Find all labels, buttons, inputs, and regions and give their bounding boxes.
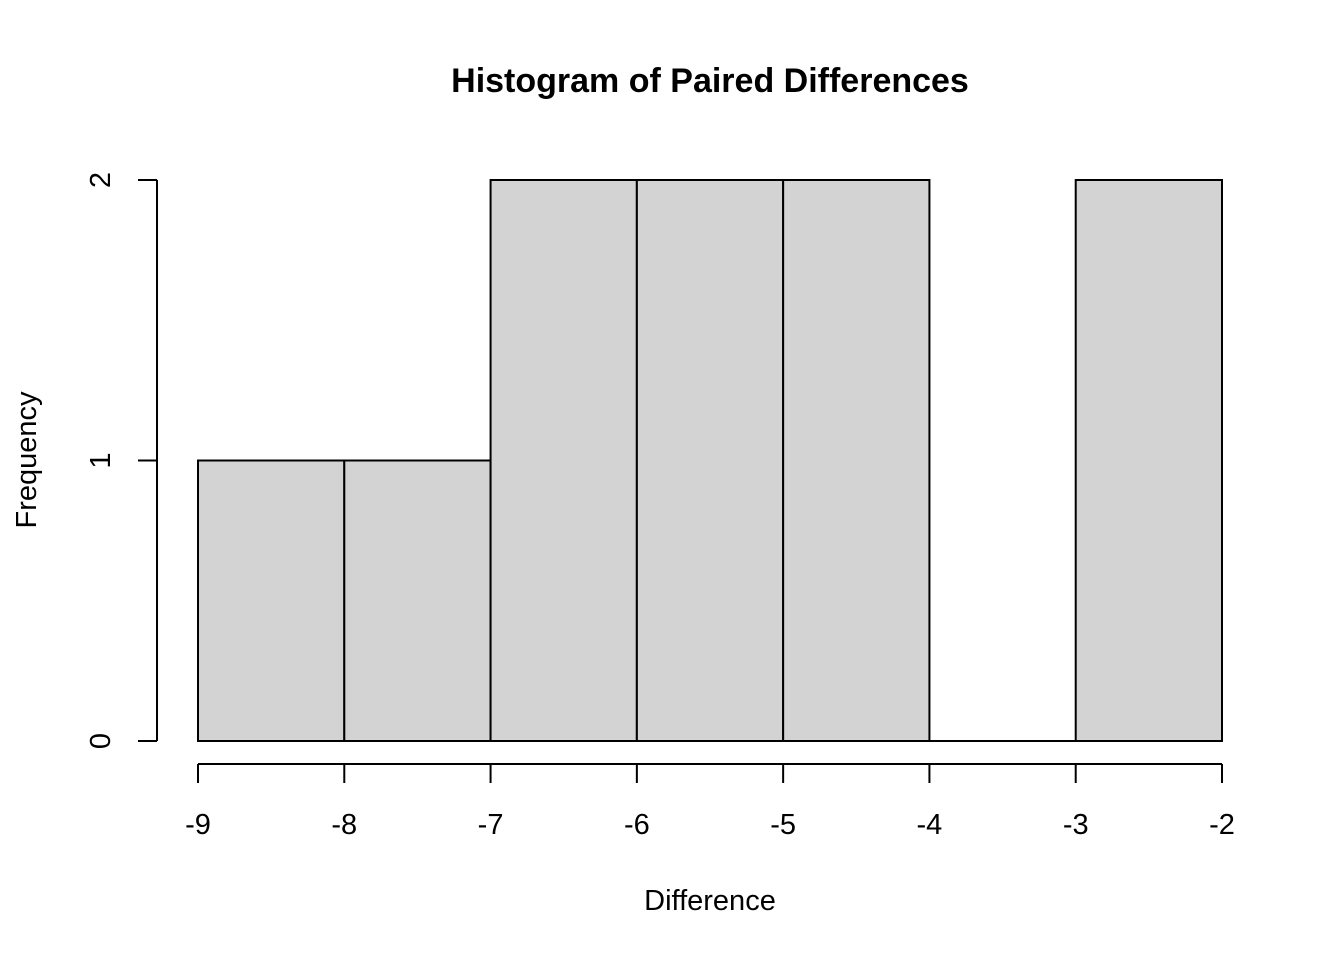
x-tick-label: -8: [331, 809, 357, 841]
histogram-bar: [489, 179, 638, 742]
y-ticks-group: 0 1 2: [85, 172, 157, 749]
histogram-bar: [197, 459, 346, 742]
x-tick-label: -6: [624, 809, 650, 841]
y-tick-label: 1: [85, 452, 117, 468]
x-tick-label: -9: [185, 809, 211, 841]
histogram-bar: [1074, 179, 1223, 742]
bars-group: [197, 179, 1223, 742]
x-tick-label: -5: [770, 809, 796, 841]
x-ticks-group: -9 -8 -7 -6 -5 -4 -3 -2: [185, 764, 1235, 841]
x-tick-label: -3: [1063, 809, 1089, 841]
x-tick-label: -4: [917, 809, 943, 841]
histogram-bar: [343, 459, 492, 742]
chart-title: Histogram of Paired Differences: [451, 62, 969, 100]
y-tick-label: 0: [85, 733, 117, 749]
y-tick-label: 2: [85, 172, 117, 188]
x-tick-label: -7: [478, 809, 504, 841]
x-axis-label: Difference: [644, 885, 776, 917]
y-axis-label: Frequency: [11, 391, 43, 529]
histogram-bar: [782, 179, 931, 742]
x-tick-label: -2: [1209, 809, 1235, 841]
histogram-bar: [635, 179, 785, 742]
